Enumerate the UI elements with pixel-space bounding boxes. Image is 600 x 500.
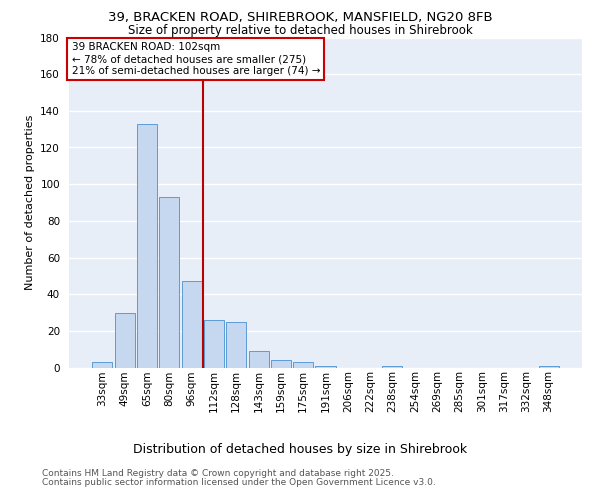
Bar bbox=[382, 366, 403, 368]
Text: Contains HM Land Registry data © Crown copyright and database right 2025.: Contains HM Land Registry data © Crown c… bbox=[42, 469, 394, 478]
Bar bbox=[115, 312, 135, 368]
Text: Size of property relative to detached houses in Shirebrook: Size of property relative to detached ho… bbox=[128, 24, 472, 37]
Bar bbox=[226, 322, 246, 368]
Bar bbox=[293, 362, 313, 368]
Text: 39, BRACKEN ROAD, SHIREBROOK, MANSFIELD, NG20 8FB: 39, BRACKEN ROAD, SHIREBROOK, MANSFIELD,… bbox=[107, 11, 493, 24]
Bar bbox=[316, 366, 335, 368]
Bar bbox=[204, 320, 224, 368]
Bar bbox=[137, 124, 157, 368]
Y-axis label: Number of detached properties: Number of detached properties bbox=[25, 115, 35, 290]
Bar bbox=[539, 366, 559, 368]
Bar bbox=[92, 362, 112, 368]
Bar bbox=[159, 197, 179, 368]
Text: Distribution of detached houses by size in Shirebrook: Distribution of detached houses by size … bbox=[133, 442, 467, 456]
Bar bbox=[248, 351, 269, 368]
Text: 39 BRACKEN ROAD: 102sqm
← 78% of detached houses are smaller (275)
21% of semi-d: 39 BRACKEN ROAD: 102sqm ← 78% of detache… bbox=[71, 42, 320, 76]
Bar bbox=[182, 282, 202, 368]
Text: Contains public sector information licensed under the Open Government Licence v3: Contains public sector information licen… bbox=[42, 478, 436, 487]
Bar bbox=[271, 360, 291, 368]
